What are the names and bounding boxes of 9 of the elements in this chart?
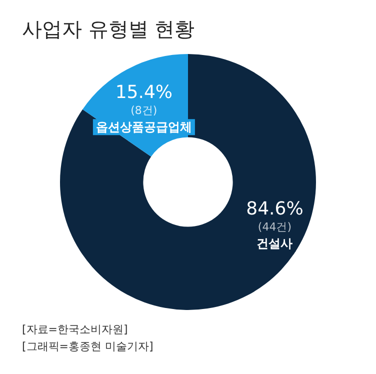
- chart-title: 사업자 유형별 현황: [22, 17, 195, 41]
- slice-label: 건설사: [256, 236, 293, 251]
- text: (8건): [130, 104, 158, 118]
- data-label: 15.4%: [115, 82, 173, 104]
- text: [자료=한국소비자원]: [22, 323, 128, 336]
- text: [그래픽=홍종현 미술기자]: [22, 340, 154, 353]
- data-label: 84.6%: [246, 198, 304, 220]
- slice-label: 옵션상품공급업체: [96, 120, 192, 134]
- text: (44건): [258, 220, 292, 234]
